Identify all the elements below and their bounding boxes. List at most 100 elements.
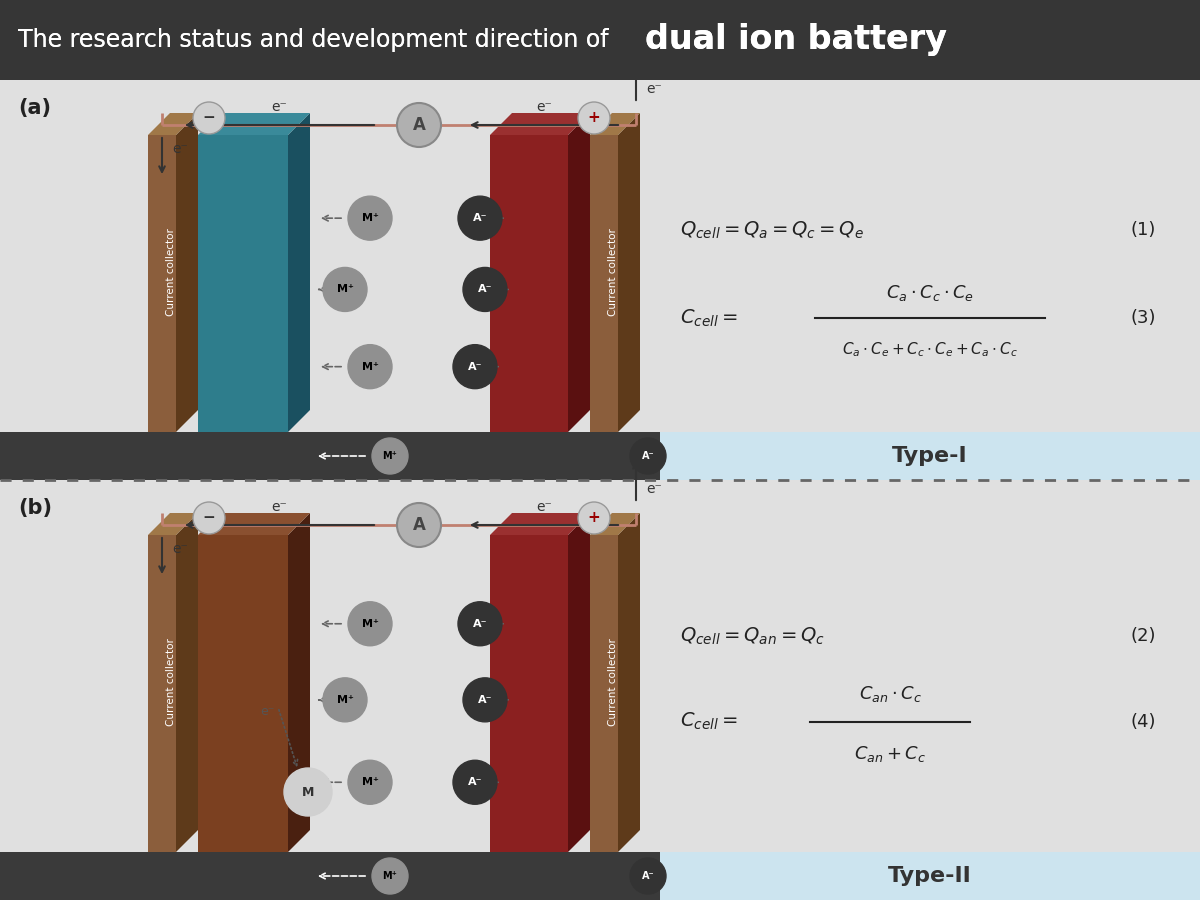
Text: (1): (1) bbox=[1130, 221, 1156, 239]
Text: e⁻: e⁻ bbox=[172, 142, 188, 156]
Text: A⁻: A⁻ bbox=[468, 362, 482, 372]
Circle shape bbox=[454, 345, 497, 389]
Text: A: A bbox=[413, 516, 426, 534]
Bar bbox=[0, 0, 1200, 80]
Circle shape bbox=[458, 196, 502, 240]
Circle shape bbox=[193, 102, 226, 134]
Bar bbox=[0, 432, 1200, 480]
Polygon shape bbox=[618, 513, 640, 852]
Text: Type-I: Type-I bbox=[892, 446, 968, 466]
Circle shape bbox=[193, 502, 226, 534]
Text: A⁻: A⁻ bbox=[478, 695, 492, 705]
Text: dual ion battery: dual ion battery bbox=[646, 23, 947, 57]
Circle shape bbox=[372, 858, 408, 894]
Text: −: − bbox=[203, 510, 215, 526]
Text: $C_a \cdot C_e + C_c \cdot C_e + C_a \cdot C_c$: $C_a \cdot C_e + C_c \cdot C_e + C_a \cd… bbox=[842, 341, 1018, 359]
Bar bbox=[0, 852, 1200, 900]
Polygon shape bbox=[618, 113, 640, 432]
Text: M⁺: M⁺ bbox=[383, 871, 397, 881]
Polygon shape bbox=[590, 113, 640, 135]
Text: −: − bbox=[203, 111, 215, 125]
Polygon shape bbox=[490, 135, 568, 432]
Circle shape bbox=[463, 267, 508, 311]
Text: M⁺: M⁺ bbox=[361, 213, 378, 223]
Text: A⁻: A⁻ bbox=[468, 778, 482, 788]
Text: e⁻: e⁻ bbox=[536, 100, 552, 114]
Text: Current collector: Current collector bbox=[166, 639, 176, 726]
Text: The research status and development direction of: The research status and development dire… bbox=[18, 28, 616, 52]
Bar bbox=[660, 852, 1200, 900]
Polygon shape bbox=[590, 513, 640, 535]
Circle shape bbox=[397, 103, 442, 147]
Text: +: + bbox=[588, 510, 600, 526]
Text: A: A bbox=[413, 116, 426, 134]
Text: A⁻: A⁻ bbox=[473, 213, 487, 223]
Polygon shape bbox=[198, 113, 310, 135]
Text: (4): (4) bbox=[1130, 713, 1156, 731]
Bar bbox=[0, 80, 1200, 480]
Text: e⁻: e⁻ bbox=[172, 542, 188, 556]
Text: Current collector: Current collector bbox=[608, 229, 618, 317]
Text: M⁺: M⁺ bbox=[336, 695, 354, 705]
Bar bbox=[0, 0, 1200, 80]
Polygon shape bbox=[568, 113, 590, 432]
Text: (3): (3) bbox=[1130, 309, 1156, 327]
Circle shape bbox=[458, 602, 502, 646]
Text: (b): (b) bbox=[18, 498, 52, 518]
Text: e⁻: e⁻ bbox=[260, 705, 275, 718]
Text: M⁺: M⁺ bbox=[361, 362, 378, 372]
Circle shape bbox=[284, 768, 332, 816]
Polygon shape bbox=[568, 513, 590, 852]
Text: M⁺: M⁺ bbox=[336, 284, 354, 294]
Circle shape bbox=[578, 502, 610, 534]
Bar bbox=[0, 480, 1200, 900]
Circle shape bbox=[348, 760, 392, 805]
Polygon shape bbox=[288, 513, 310, 852]
Text: $C_a \cdot C_c \cdot C_e$: $C_a \cdot C_c \cdot C_e$ bbox=[886, 283, 974, 303]
Circle shape bbox=[578, 102, 610, 134]
Circle shape bbox=[348, 345, 392, 389]
Text: A⁻: A⁻ bbox=[642, 451, 654, 461]
Text: $C_{cell}=$: $C_{cell}=$ bbox=[680, 308, 738, 328]
Polygon shape bbox=[176, 513, 198, 852]
Text: (2): (2) bbox=[1130, 627, 1156, 645]
Polygon shape bbox=[198, 135, 288, 432]
Text: $C_{an} + C_c$: $C_{an} + C_c$ bbox=[854, 743, 926, 763]
Polygon shape bbox=[490, 113, 590, 135]
Text: e⁻: e⁻ bbox=[646, 482, 662, 496]
Text: dual ion battery: dual ion battery bbox=[646, 23, 947, 57]
Text: M⁺: M⁺ bbox=[383, 451, 397, 461]
Text: e⁻: e⁻ bbox=[646, 82, 662, 96]
Text: +: + bbox=[588, 111, 600, 125]
Text: e⁻: e⁻ bbox=[536, 500, 552, 514]
Circle shape bbox=[454, 760, 497, 805]
Polygon shape bbox=[148, 513, 198, 535]
Circle shape bbox=[630, 858, 666, 894]
Bar bbox=[660, 432, 1200, 480]
Text: A⁻: A⁻ bbox=[642, 871, 654, 881]
Polygon shape bbox=[490, 535, 568, 852]
Polygon shape bbox=[490, 513, 590, 535]
Polygon shape bbox=[590, 535, 618, 852]
Text: $Q_{cell}= Q_a= Q_c=Q_e$: $Q_{cell}= Q_a= Q_c=Q_e$ bbox=[680, 220, 864, 240]
Polygon shape bbox=[198, 513, 310, 535]
Polygon shape bbox=[148, 135, 176, 432]
Text: (a): (a) bbox=[18, 98, 50, 118]
Polygon shape bbox=[288, 113, 310, 432]
Polygon shape bbox=[148, 113, 198, 135]
Circle shape bbox=[348, 196, 392, 240]
Circle shape bbox=[348, 602, 392, 646]
Text: M: M bbox=[302, 786, 314, 798]
Text: A⁻: A⁻ bbox=[478, 284, 492, 294]
Text: Current collector: Current collector bbox=[608, 639, 618, 726]
Circle shape bbox=[630, 438, 666, 474]
Text: e⁻: e⁻ bbox=[271, 500, 288, 514]
Circle shape bbox=[323, 678, 367, 722]
Text: e⁻: e⁻ bbox=[271, 100, 288, 114]
Text: $C_{cell}=$: $C_{cell}=$ bbox=[680, 711, 738, 733]
Circle shape bbox=[397, 503, 442, 547]
Polygon shape bbox=[590, 135, 618, 432]
Circle shape bbox=[463, 678, 508, 722]
Polygon shape bbox=[176, 113, 198, 432]
Polygon shape bbox=[198, 535, 288, 852]
